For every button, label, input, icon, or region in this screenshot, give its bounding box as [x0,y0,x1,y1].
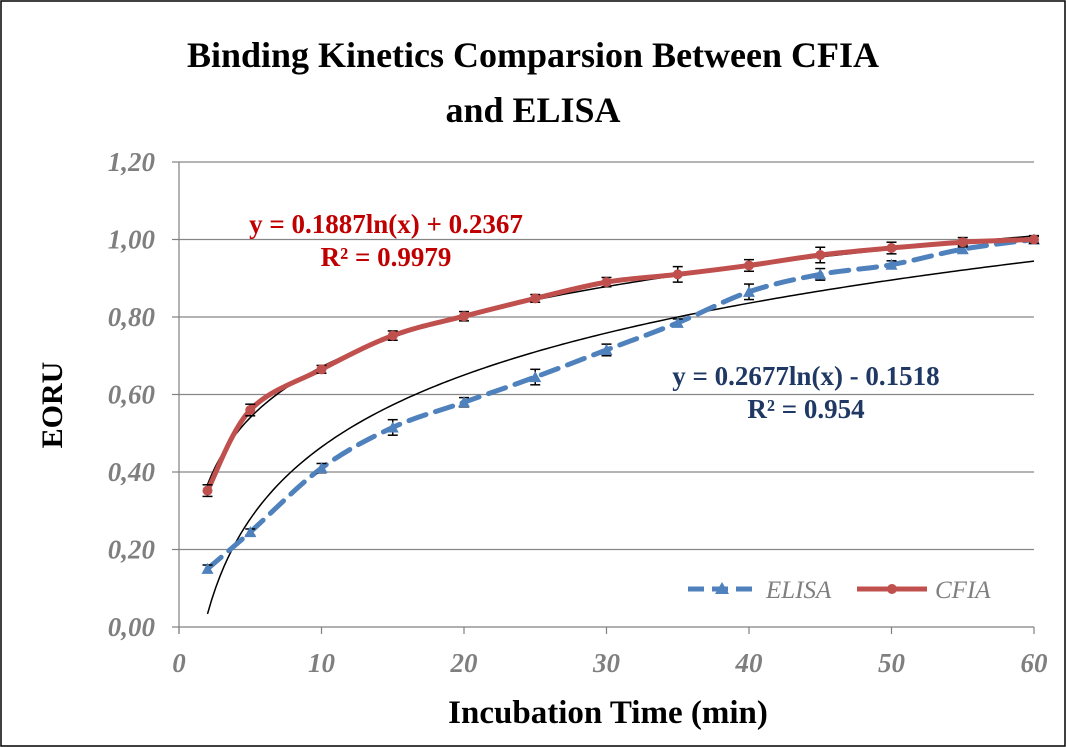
elisa-point [315,462,328,474]
y-tick-label: 0,80 [108,302,156,332]
elisa-point [600,343,613,355]
cfia-point [316,364,327,375]
x-axis-ticks: 0 10 20 30 40 50 60 [172,648,1048,678]
x-tick-label: 50 [878,648,906,678]
elisa-point [386,421,399,433]
cfia-point [815,250,826,260]
chart-title-line-2: and ELISA [445,90,620,130]
elisa-point [458,396,470,408]
x-tick-label: 40 [735,648,764,678]
y-axis-ticks: 0,00 0,20 0,40 0,60 0,80 1,00 1,20 [108,147,156,642]
y-tick-label: 0,60 [108,380,156,410]
legend-elisa-label: ELISA [765,577,832,604]
y-tick-label: 0,40 [108,457,156,487]
cfia-point [672,269,683,280]
x-tick-label: 0 [172,648,186,678]
series-group [201,233,1040,574]
y-tick-label: 1,00 [108,225,156,255]
elisa-trend-r2: R² = 0.954 [747,394,864,424]
cfia-point [744,260,754,271]
legend-elisa-marker [715,582,729,594]
elisa-point [956,243,969,255]
x-axis-label: Incubation Time (min) [448,695,768,731]
cfia-point [245,405,256,415]
x-tick-label: 30 [592,648,621,678]
legend: ELISA CFIA [688,577,991,604]
elisa-point [529,371,542,383]
legend-cfia-label: CFIA [935,577,991,604]
y-axis-label: EORU [36,362,69,449]
elisa-trend-equation: y = 0.2677ln(x) - 0.1518 [672,361,939,391]
elisa-point [743,285,755,297]
elisa-point [201,562,214,574]
y-tick-label: 0,00 [108,612,156,642]
cfia-point [957,237,968,248]
chart-title-line-1: Binding Kinetics Comparsion Between CFIA [187,35,879,75]
x-tick-label: 10 [308,648,336,678]
x-tick-label: 20 [450,648,479,678]
elisa-point [244,526,257,538]
cfia-point [202,485,213,496]
cfia-point [601,277,612,288]
cfia-point [459,311,469,322]
y-tick-label: 1,20 [108,147,156,177]
cfia-trend-r2: R² = 0.9979 [321,242,452,272]
cfia-point [886,243,897,254]
x-tick-label: 60 [1021,648,1049,678]
cfia-trend-equation: y = 0.1887ln(x) + 0.2367 [249,209,523,239]
cfia-point [1029,234,1039,245]
elisa-point [814,268,827,280]
cfia-point [387,330,398,341]
cfia-point [530,293,541,304]
elisa-trendline [206,260,1035,615]
elisa-point [671,316,684,328]
legend-cfia-marker [887,584,897,594]
elisa-point [885,258,898,270]
y-tick-label: 0,20 [108,535,156,565]
